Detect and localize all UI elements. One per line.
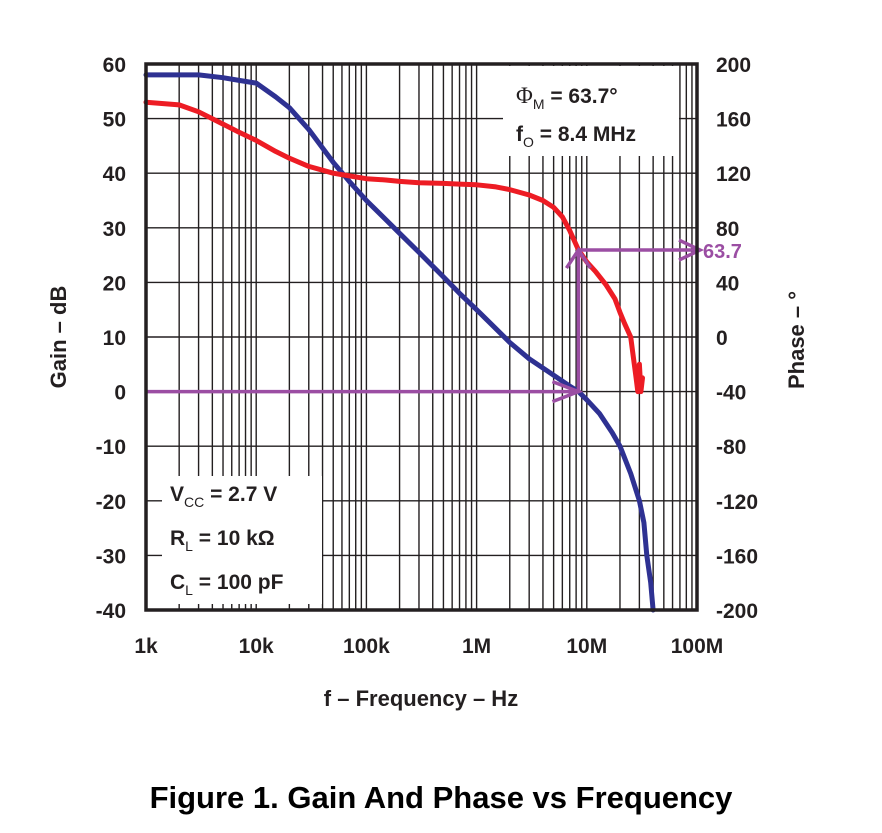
y-tick-label: -10 xyxy=(96,436,126,459)
grid xyxy=(146,64,697,610)
y2-tick-label: 80 xyxy=(716,218,739,241)
y-tick-label: 50 xyxy=(103,109,126,132)
plot-frame xyxy=(144,62,699,612)
x-tick-label: 10M xyxy=(566,635,607,658)
y-tick-label: 20 xyxy=(103,272,126,295)
series-phase-line xyxy=(143,99,645,395)
y2-tick-label: 120 xyxy=(716,163,751,186)
y2-tick-label: -200 xyxy=(716,600,758,623)
y2-tick-label: -40 xyxy=(716,382,746,405)
y-tick-label: 40 xyxy=(103,163,126,186)
annotation-crossover-frequency-subscript: O xyxy=(523,134,534,150)
annotation-cl: CL = 100 pF xyxy=(170,571,284,598)
y-tick-label: 0 xyxy=(114,382,126,405)
annotation-rl-symbol: R xyxy=(170,527,185,550)
y2-tick-label: -160 xyxy=(716,545,758,568)
x-tick-label: 100k xyxy=(343,635,390,658)
annotation-rl-subscript: L xyxy=(185,538,193,554)
curves xyxy=(143,72,656,613)
x-tick-label: 10k xyxy=(239,635,274,658)
y2-tick-label: 0 xyxy=(716,327,728,350)
y-tick-label: 60 xyxy=(103,54,126,77)
annotation-cl-value: = 100 pF xyxy=(193,571,284,594)
annotation-box-top-right xyxy=(503,66,679,156)
annotation-rl-value: = 10 kΩ xyxy=(193,527,275,550)
y2-tick-label: 40 xyxy=(716,272,739,295)
x-tick-label: 1M xyxy=(462,635,491,658)
y2-tick-label: 160 xyxy=(716,109,751,132)
annotation-phase-margin-subscript: M xyxy=(533,96,545,112)
annotation-phase-margin-symbol: Φ xyxy=(516,83,533,108)
phase-margin-markers: 63.7 xyxy=(146,238,742,404)
annotation-vcc-value: = 2.7 V xyxy=(204,483,277,506)
y-tick-label: 30 xyxy=(103,218,126,241)
phase-margin-arrowhead xyxy=(678,238,705,262)
annotation-vcc: VCC = 2.7 V xyxy=(170,483,277,510)
annotation-box-bottom-left xyxy=(162,476,322,604)
annotation-vcc-subscript: CC xyxy=(184,494,204,510)
annotation-cl-subscript: L xyxy=(185,582,193,598)
y-tick-label: -20 xyxy=(96,491,126,514)
x-axis-label: f – Frequency – Hz xyxy=(324,686,518,711)
annotation-crossover-frequency: fO = 8.4 MHz xyxy=(516,123,636,150)
phase-margin-value-label: 63.7 xyxy=(703,241,742,263)
y-axis-label: Gain – dB xyxy=(46,286,71,389)
plot-border xyxy=(144,62,699,612)
series-gain-line xyxy=(143,72,656,613)
annotation-rl: RL = 10 kΩ xyxy=(170,527,275,554)
x-tick-label: 1k xyxy=(134,635,158,658)
annotation-vcc-symbol: V xyxy=(170,483,184,506)
y2-tick-label: 200 xyxy=(716,54,751,77)
tick-labels: 60 50 40 30 20 10 0 -10 -20 -30 -40 200 160 120 80 40 0 -… xyxy=(96,54,758,658)
y2-tick-label: -80 xyxy=(716,436,746,459)
y-tick-label: -40 xyxy=(96,600,126,623)
annotation-phase-margin: ΦM = 63.7° xyxy=(516,83,618,112)
y2-axis-label: Phase – ° xyxy=(784,291,809,389)
y2-tick-label: -120 xyxy=(716,491,758,514)
y-tick-label: 10 xyxy=(103,327,126,350)
x-tick-label: 100M xyxy=(671,635,724,658)
y-tick-label: -30 xyxy=(96,545,126,568)
annotation-phase-margin-value: = 63.7° xyxy=(544,85,617,108)
figure-caption: Figure 1. Gain And Phase vs Frequency xyxy=(149,780,733,815)
annotation-crossover-frequency-value: = 8.4 MHz xyxy=(534,123,636,146)
annotation-crossover-frequency-symbol: f xyxy=(516,123,524,146)
annotation-cl-symbol: C xyxy=(170,571,185,594)
